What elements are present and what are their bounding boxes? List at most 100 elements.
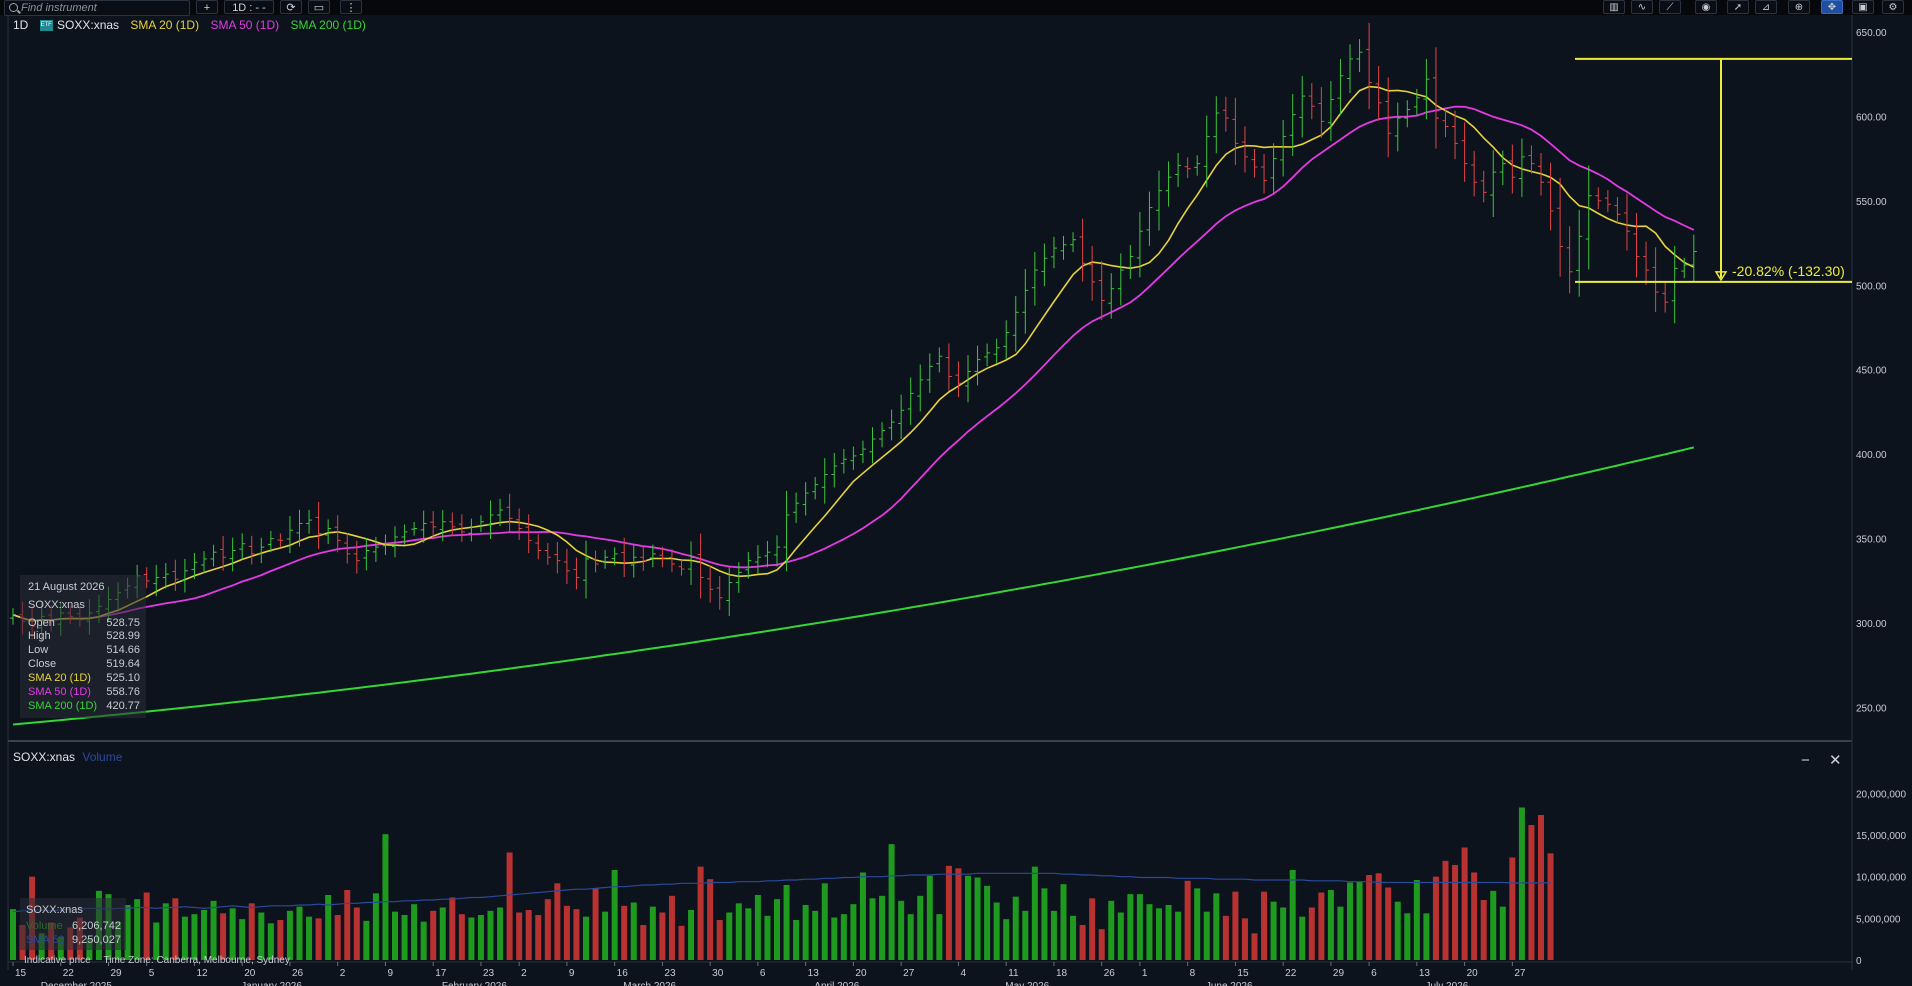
- volume-bar: [439, 907, 446, 960]
- volume-tick-label: 0: [1856, 956, 1862, 967]
- ohlc-bar: [1117, 253, 1124, 306]
- volume-bar: [296, 906, 303, 960]
- ohlc-bar: [1404, 100, 1411, 128]
- cursor-button[interactable]: ➚: [1727, 0, 1749, 14]
- refresh-button[interactable]: ⟳: [280, 0, 302, 14]
- ohlc-bar: [181, 558, 188, 593]
- volume-bar: [525, 910, 532, 960]
- info-sma50: SMA 50 (1D) 558.76: [28, 686, 140, 698]
- volume-panel-subtitle[interactable]: Volume: [82, 750, 123, 764]
- volume-bar: [10, 909, 16, 960]
- date-tick-label: 29: [111, 968, 123, 979]
- legend-sma50[interactable]: SMA 50 (1D): [210, 18, 280, 32]
- volume-panel-title: SOXX:xnas Volume: [13, 750, 122, 764]
- ohlc-bar: [439, 510, 446, 542]
- volume-bars: [10, 807, 1554, 960]
- ohlc-bar: [1423, 58, 1430, 120]
- volume-bar: [812, 910, 819, 960]
- volume-bar: [1471, 872, 1478, 960]
- ohlc-bar: [1347, 44, 1353, 94]
- date-tick-label: 17: [435, 968, 447, 979]
- volume-bar: [1127, 894, 1134, 960]
- settings-button[interactable]: ⚙: [1882, 0, 1904, 14]
- ohlc-bar: [1089, 245, 1096, 301]
- date-tick-label: 9: [387, 968, 393, 979]
- volume-bar: [1117, 912, 1124, 960]
- volume-bar: [392, 911, 398, 960]
- volume-minimize-button[interactable]: −: [1801, 752, 1810, 769]
- ohlc-bar: [1308, 83, 1315, 120]
- ohlc-bar: [735, 562, 742, 593]
- legend-sma200[interactable]: SMA 200 (1D): [290, 18, 366, 32]
- crosshair-button[interactable]: ✥: [1821, 0, 1843, 14]
- volume-bar: [468, 917, 475, 960]
- bar-chart-icon: ▥: [1609, 2, 1619, 13]
- volume-bar: [688, 910, 695, 960]
- legend-sma20[interactable]: SMA 20 (1D): [130, 18, 200, 32]
- more-button[interactable]: ⋮: [340, 0, 362, 14]
- date-tick-label: 4: [960, 968, 966, 979]
- ohlc-bar: [353, 540, 360, 574]
- ohlc-bar: [812, 476, 819, 500]
- volume-bar: [630, 902, 637, 960]
- ohlc-bar: [172, 559, 179, 591]
- ohlc-bar: [296, 509, 303, 547]
- ohlc-bar: [907, 377, 914, 425]
- ohlc-bar: [764, 541, 771, 568]
- volume-bar: [411, 904, 418, 960]
- price-axis: 250.00 300.00 350.00 400.00 450.00 500.00 550.…: [1856, 28, 1887, 715]
- zoom-button[interactable]: ⊕: [1788, 0, 1810, 14]
- eye-button[interactable]: ◉: [1695, 0, 1717, 14]
- line-chart-button[interactable]: ∿: [1631, 0, 1653, 14]
- ohlc-bar: [1461, 122, 1468, 182]
- volume-bar: [1289, 870, 1296, 960]
- ohlc-bar: [306, 509, 313, 534]
- date-tick-label: 20: [855, 968, 867, 979]
- legend-interval[interactable]: 1D: [13, 18, 29, 32]
- volume-close-button[interactable]: ✕: [1829, 753, 1842, 768]
- ohlc-bar: [286, 516, 293, 554]
- volume-tick-label: 20,000,000: [1856, 789, 1906, 800]
- volume-bar: [430, 910, 437, 960]
- ohlc-bar: [1108, 273, 1115, 319]
- ohlc-bar: [1681, 257, 1688, 279]
- ohlc-bar: [1614, 197, 1621, 223]
- ohlc-bar: [1576, 210, 1583, 297]
- layout-button[interactable]: ▭: [308, 0, 330, 14]
- draw-button[interactable]: ⟋: [1659, 0, 1681, 14]
- add-button[interactable]: +: [196, 0, 218, 14]
- bar-chart-button[interactable]: ▥: [1603, 0, 1625, 14]
- volume-bar: [134, 899, 141, 960]
- volume-bar: [1194, 888, 1201, 960]
- ohlc-bar: [879, 422, 886, 448]
- volume-bar: [554, 883, 561, 960]
- search-input[interactable]: [21, 1, 181, 14]
- date-tick-label: 12: [196, 968, 208, 979]
- volume-bar: [1452, 865, 1459, 960]
- measure-button[interactable]: ⊿: [1755, 0, 1777, 14]
- volume-bar: [1327, 890, 1334, 960]
- minimize-icon: −: [1801, 752, 1810, 769]
- ohlc-bar: [1538, 152, 1544, 196]
- ohlc-bar: [525, 514, 532, 554]
- volume-bar: [143, 892, 150, 960]
- volume-panel-symbol[interactable]: SOXX:xnas: [13, 750, 76, 764]
- info-low: Low 514.66: [28, 644, 140, 656]
- ohlc-bar: [449, 512, 456, 537]
- ohlc-bar: [382, 534, 389, 556]
- eye-icon: ◉: [1701, 2, 1711, 13]
- interval-button[interactable]: 1D : - -: [224, 0, 274, 14]
- refresh-icon: ⟳: [286, 2, 296, 14]
- volume-bar: [1318, 892, 1325, 960]
- month-label: May 2026: [1005, 981, 1049, 986]
- instrument-search[interactable]: [4, 0, 190, 16]
- camera-button[interactable]: ▣: [1852, 0, 1874, 14]
- legend-symbol[interactable]: SOXX:xnas: [57, 18, 120, 32]
- ohlc-bar: [1327, 81, 1334, 142]
- ohlc-bar: [401, 524, 408, 545]
- volume-bar: [306, 916, 313, 960]
- date-tick-label: 22: [63, 968, 75, 979]
- info-close: Close 519.64: [28, 658, 140, 670]
- volume-bar: [162, 903, 169, 960]
